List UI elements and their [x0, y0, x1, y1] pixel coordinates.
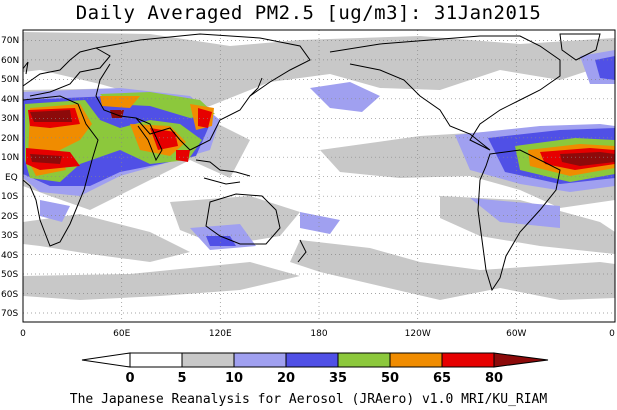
lat-label: 70S — [1, 309, 18, 319]
legend-swatch — [441, 352, 495, 368]
legend-label: 5 — [177, 371, 186, 386]
lat-label: 30S — [1, 231, 18, 241]
graticule — [23, 30, 615, 322]
lat-axis: 70N 60N 50N 40N 30N 20N 10N EQ 10S 20S 3… — [1, 36, 19, 319]
sea-islands-outline — [195, 159, 251, 185]
legend-label: 0 — [125, 371, 134, 386]
lat-label: 40N — [1, 95, 19, 105]
asia-outline — [95, 33, 311, 151]
pm25-fields — [23, 32, 615, 300]
lat-label: 10N — [1, 153, 19, 163]
africa-outline — [23, 95, 99, 247]
legend-swatch — [129, 352, 183, 368]
lat-label: 70N — [1, 36, 19, 46]
australia-outline — [205, 193, 281, 245]
legend-label: 50 — [381, 371, 399, 386]
greenland-outline — [559, 33, 601, 61]
legend-swatch — [233, 352, 287, 368]
lat-label: 10S — [1, 192, 18, 202]
uk-outline — [23, 61, 29, 75]
lon-label: 60W — [506, 329, 526, 339]
map-title: Daily Averaged PM2.5 [ug/m3]: 31Jan2015 — [75, 2, 542, 24]
lon-axis: 0 60E 120E 180 120W 60W 0 — [20, 329, 615, 339]
lat-label: 50S — [1, 270, 18, 280]
lat-label: 40S — [1, 251, 18, 261]
europe-outline — [23, 47, 111, 97]
south-america-outline — [477, 149, 561, 292]
legend-swatch — [389, 352, 443, 368]
legend-arrow-high — [493, 352, 549, 368]
legend-label: 10 — [225, 371, 243, 386]
lon-label: 60E — [113, 329, 130, 339]
legend-label: 20 — [277, 371, 295, 386]
legend-swatch — [285, 352, 339, 368]
lat-label: 50N — [1, 75, 19, 85]
color-legend: 0 5 10 20 35 50 65 80 — [81, 352, 549, 386]
new-zealand-outline — [297, 239, 307, 263]
lat-label: 30N — [1, 114, 19, 124]
legend-arrow-low — [81, 352, 131, 368]
lat-label: EQ — [5, 173, 18, 183]
lat-label: 20N — [1, 134, 19, 144]
pm25-map: 70N 60N 50N 40N 30N 20N 10N EQ 10S 20S 3… — [1, 29, 616, 339]
lon-label: 0 — [609, 329, 615, 339]
legend-swatch — [337, 352, 391, 368]
coastlines — [23, 33, 601, 292]
legend-label: 80 — [485, 371, 503, 386]
lon-label: 120E — [209, 329, 232, 339]
lon-label: 0 — [20, 329, 26, 339]
lat-label: 60N — [1, 56, 19, 66]
legend-label: 65 — [433, 371, 451, 386]
credit-line: The Japanese Reanalysis for Aerosol (JRA… — [69, 392, 548, 407]
lon-label: 180 — [310, 329, 327, 339]
north-america-outline — [329, 35, 561, 151]
legend-label: 35 — [329, 371, 347, 386]
lat-label: 20S — [1, 212, 18, 222]
lat-label: 60S — [1, 290, 18, 300]
lon-label: 120W — [405, 329, 431, 339]
india-outline — [135, 117, 163, 162]
map-frame — [22, 29, 616, 323]
legend-swatch — [181, 352, 235, 368]
japan-outline — [249, 77, 263, 97]
